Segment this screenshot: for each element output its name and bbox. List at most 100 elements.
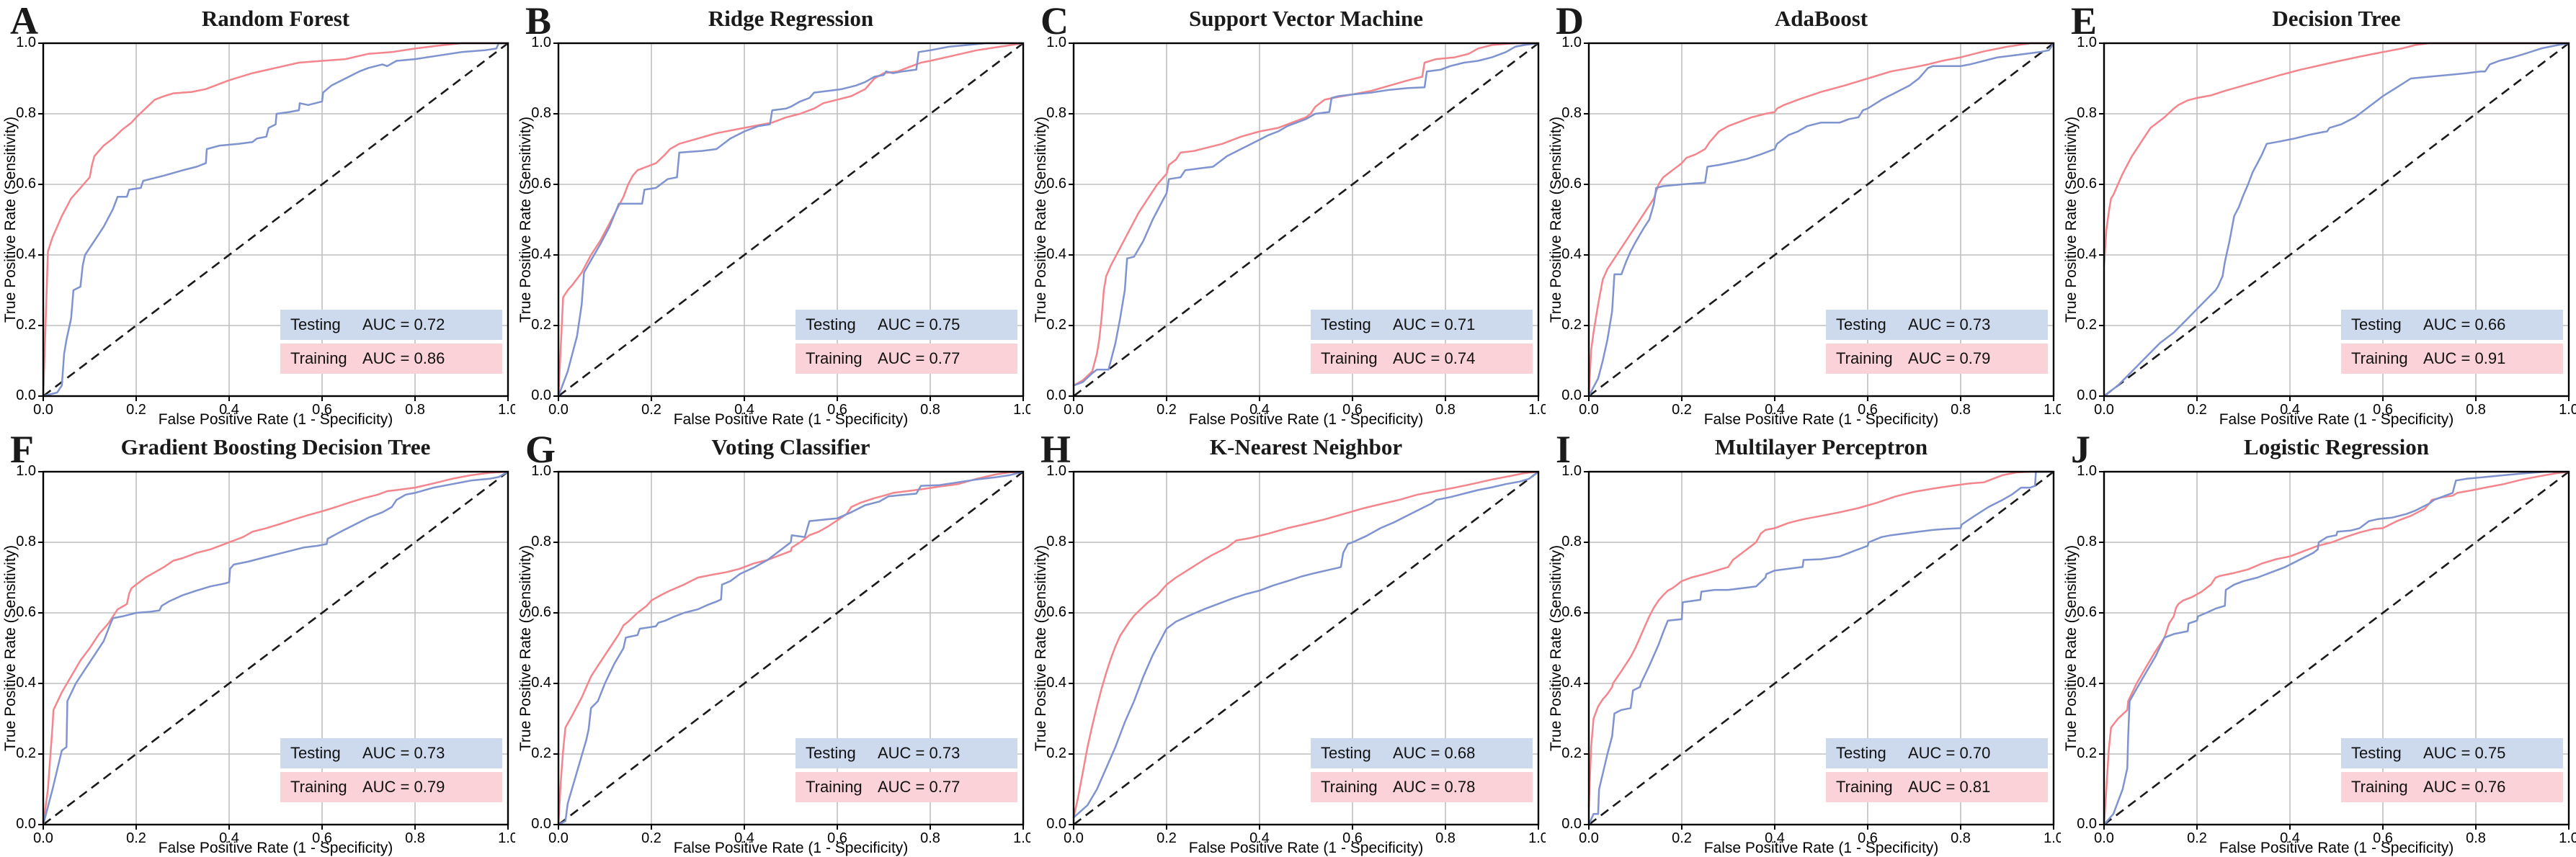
y-tick-label: 0.8 bbox=[2077, 105, 2097, 121]
x-tick-label: 0.2 bbox=[1672, 402, 1692, 418]
legend-testing-label: Testing bbox=[1836, 744, 1886, 762]
y-tick-label: 0.2 bbox=[1561, 745, 1582, 761]
y-tick-label: 0.6 bbox=[16, 604, 36, 620]
x-tick-label: 0.0 bbox=[33, 830, 53, 846]
y-tick-label: 1.0 bbox=[2077, 463, 2097, 479]
legend-testing-row: Testing AUC = 0.71 bbox=[1311, 310, 1533, 340]
x-tick-label: 1.0 bbox=[1528, 830, 1548, 846]
panel-title: Ridge Regression bbox=[708, 6, 874, 31]
x-tick-label: 0.2 bbox=[2187, 402, 2207, 418]
legend-testing-row: Testing AUC = 0.72 bbox=[280, 310, 502, 340]
y-tick-label: 0.8 bbox=[531, 105, 551, 121]
legend-training-auc-value: AUC = 0.77 bbox=[878, 778, 961, 796]
x-tick-label: 0.8 bbox=[920, 402, 940, 418]
legend-testing-label: Testing bbox=[1836, 315, 1886, 333]
roc-panel: J Logistic Regression True Positive Rate… bbox=[2061, 428, 2576, 857]
legend-training-row: Training AUC = 0.79 bbox=[280, 772, 502, 802]
x-tick-label: 0.0 bbox=[2094, 830, 2114, 846]
x-tick-label: 0.6 bbox=[2373, 830, 2393, 846]
legend-testing-label: Testing bbox=[2351, 315, 2402, 333]
x-tick-label: 0.2 bbox=[126, 402, 146, 418]
x-tick-label: 1.0 bbox=[2044, 830, 2064, 846]
legend-testing-auc-value: AUC = 0.72 bbox=[362, 315, 445, 333]
legend-training-label: Training bbox=[290, 349, 347, 367]
x-axis-label: False Positive Rate (1 - Specificity) bbox=[1188, 411, 1424, 428]
x-tick-label: 1.0 bbox=[498, 402, 518, 418]
legend-testing-row: Testing AUC = 0.73 bbox=[280, 738, 502, 768]
panel-letter: C bbox=[1040, 0, 1069, 42]
x-tick-label: 0.2 bbox=[1156, 402, 1177, 418]
y-tick-label: 0.8 bbox=[1046, 105, 1066, 121]
y-tick-label: 0.8 bbox=[1046, 534, 1066, 549]
y-tick-label: 0.0 bbox=[1561, 816, 1582, 832]
roc-panel: D AdaBoost True Positive Rate (Sensitivi… bbox=[1546, 0, 2064, 428]
x-axis-label: False Positive Rate (1 - Specificity) bbox=[2219, 840, 2454, 856]
y-tick-label: 1.0 bbox=[531, 35, 551, 50]
roc-plot bbox=[1584, 42, 2055, 401]
legend-testing-auc-value: AUC = 0.73 bbox=[1908, 315, 1991, 333]
legend-training-auc-value: AUC = 0.86 bbox=[362, 349, 445, 367]
y-tick-label: 0.8 bbox=[16, 534, 36, 549]
x-tick-label: 0.6 bbox=[1342, 830, 1363, 846]
y-tick-label: 0.2 bbox=[2077, 745, 2097, 761]
x-tick-label: 1.0 bbox=[498, 830, 518, 846]
legend-training-row: Training AUC = 0.74 bbox=[1311, 344, 1533, 374]
legend-testing-label: Testing bbox=[290, 744, 341, 762]
x-tick-label: 1.0 bbox=[1013, 830, 1033, 846]
x-tick-label: 0.6 bbox=[827, 830, 847, 846]
x-tick-label: 0.4 bbox=[734, 830, 754, 846]
panel-title: Multilayer Perceptron bbox=[1714, 434, 1928, 459]
x-tick-label: 0.0 bbox=[1064, 402, 1084, 418]
panel-title: Logistic Regression bbox=[2244, 434, 2429, 459]
legend-training-label: Training bbox=[806, 349, 863, 367]
y-tick-label: 0.6 bbox=[531, 176, 551, 192]
x-tick-label: 0.2 bbox=[2187, 830, 2207, 846]
panel-title: Decision Tree bbox=[2272, 6, 2401, 31]
x-tick-label: 0.8 bbox=[2466, 830, 2486, 846]
legend-training-label: Training bbox=[1836, 778, 1893, 796]
panel-letter: A bbox=[10, 0, 38, 42]
roc-plot bbox=[553, 470, 1025, 830]
y-tick-label: 0.2 bbox=[1561, 317, 1582, 333]
x-tick-label: 0.8 bbox=[405, 830, 425, 846]
x-tick-label: 0.8 bbox=[2466, 402, 2486, 418]
y-tick-label: 0.4 bbox=[1046, 246, 1066, 262]
roc-plot bbox=[1069, 470, 1540, 830]
legend-training-label: Training bbox=[290, 778, 347, 796]
legend-testing-auc-value: AUC = 0.75 bbox=[2423, 744, 2506, 762]
y-tick-label: 0.4 bbox=[2077, 675, 2097, 691]
y-tick-label: 0.2 bbox=[531, 745, 551, 761]
y-axis-label: True Positive Rate (Sensitivity) bbox=[1033, 544, 1049, 752]
x-tick-label: 1.0 bbox=[1013, 402, 1033, 418]
y-tick-label: 0.6 bbox=[1561, 604, 1582, 620]
x-tick-label: 0.2 bbox=[126, 830, 146, 846]
legend-training-label: Training bbox=[2351, 778, 2408, 796]
legend-training-label: Training bbox=[806, 778, 863, 796]
x-axis-label: False Positive Rate (1 - Specificity) bbox=[1703, 840, 1939, 856]
x-tick-label: 0.8 bbox=[920, 830, 940, 846]
legend-training-row: Training AUC = 0.76 bbox=[2341, 772, 2563, 802]
roc-plot bbox=[38, 42, 509, 401]
x-tick-label: 0.4 bbox=[219, 402, 239, 418]
legend-training-label: Training bbox=[1321, 778, 1378, 796]
legend-training-auc-value: AUC = 0.79 bbox=[362, 778, 445, 796]
x-tick-label: 0.4 bbox=[1249, 402, 1270, 418]
x-tick-label: 0.6 bbox=[827, 402, 847, 418]
panel-letter: G bbox=[525, 428, 556, 471]
roc-panel: I Multilayer Perceptron True Positive Ra… bbox=[1546, 428, 2064, 857]
legend-training-label: Training bbox=[2351, 349, 2408, 367]
legend-testing-label: Testing bbox=[806, 315, 856, 333]
panel-letter: F bbox=[10, 428, 34, 471]
x-tick-label: 0.0 bbox=[1579, 402, 1599, 418]
legend-training-row: Training AUC = 0.86 bbox=[280, 344, 502, 374]
legend-testing-row: Testing AUC = 0.68 bbox=[1311, 738, 1533, 768]
x-tick-label: 0.8 bbox=[405, 402, 425, 418]
legend-testing-row: Testing AUC = 0.73 bbox=[1826, 310, 2048, 340]
x-tick-label: 1.0 bbox=[1528, 402, 1548, 418]
y-axis-label: True Positive Rate (Sensitivity) bbox=[2063, 116, 2080, 323]
y-tick-label: 1.0 bbox=[1046, 35, 1066, 50]
y-tick-label: 0.8 bbox=[1561, 105, 1582, 121]
y-tick-label: 0.0 bbox=[2077, 387, 2097, 403]
legend-testing-row: Testing AUC = 0.75 bbox=[2341, 738, 2563, 768]
